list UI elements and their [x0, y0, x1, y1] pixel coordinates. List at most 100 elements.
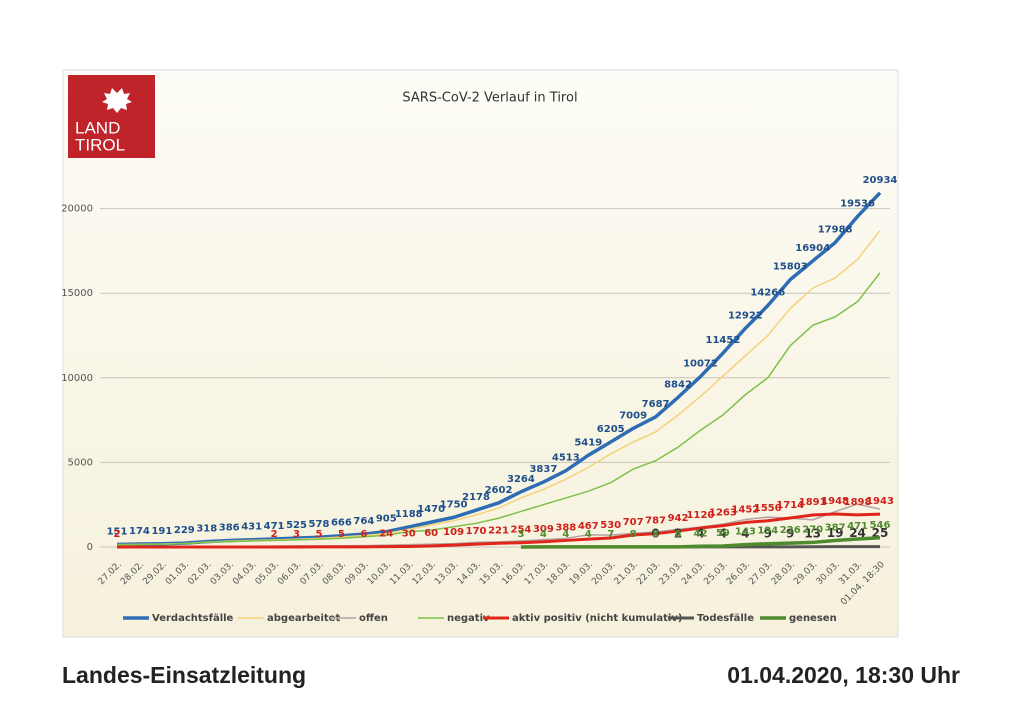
legend-label: abgearbeitet — [267, 613, 340, 624]
data-label: 3 — [293, 529, 300, 540]
data-label: 1188 — [395, 509, 423, 520]
data-label: 4 — [540, 529, 547, 540]
y-tick-label: 15000 — [61, 288, 93, 299]
data-label: 1452 — [731, 504, 759, 515]
data-label: 143 — [735, 527, 756, 538]
data-label: 151 — [107, 526, 128, 537]
data-label: 4 — [585, 529, 592, 540]
data-label: 9 — [764, 526, 772, 540]
data-label: 3837 — [529, 464, 557, 475]
data-label: 19 — [827, 526, 844, 540]
data-label: 471 — [847, 521, 868, 532]
data-label: 4 — [562, 529, 569, 540]
data-label: 17988 — [818, 225, 853, 236]
data-label: 170 — [466, 526, 487, 537]
data-label: 1263 — [709, 508, 737, 519]
data-label: 194 — [757, 526, 778, 537]
data-label: 578 — [309, 519, 330, 530]
data-label: 1714 — [776, 500, 804, 511]
data-label: 5419 — [574, 437, 602, 448]
footer-right: 01.04.2020, 18:30 Uhr — [727, 662, 960, 688]
data-label: 546 — [870, 520, 891, 531]
data-label: 59 — [716, 528, 730, 539]
data-label: 467 — [578, 521, 599, 532]
y-tick-label: 10000 — [61, 373, 93, 384]
data-label: 2 — [271, 529, 278, 540]
data-label: 5 — [338, 529, 345, 540]
data-label: 666 — [331, 518, 352, 529]
data-label: 471 — [264, 521, 285, 532]
data-label: 942 — [668, 513, 689, 524]
data-label: 19536 — [840, 198, 875, 209]
data-label: 15803 — [773, 262, 808, 273]
data-label: 4 — [719, 526, 727, 540]
y-tick-label: 0 — [87, 542, 93, 553]
data-label: 7009 — [619, 410, 647, 421]
data-label: 16904 — [795, 243, 830, 254]
data-label: 0 — [651, 527, 659, 541]
data-label: 309 — [533, 524, 554, 535]
data-label: 525 — [286, 520, 307, 531]
data-label: 20934 — [863, 175, 898, 186]
data-label: 2 — [674, 526, 682, 540]
data-label: 24 — [849, 526, 866, 540]
data-label: 109 — [443, 527, 464, 538]
data-label: 1550 — [754, 503, 782, 514]
data-label: 4 — [696, 526, 704, 540]
data-label: 8 — [652, 529, 659, 540]
data-label: 8842 — [664, 379, 692, 390]
data-label: 2 — [114, 529, 121, 540]
data-label: 24 — [379, 529, 393, 540]
legend-label: aktiv positiv (nicht kumulativ) — [512, 613, 682, 624]
data-label: 14266 — [750, 288, 785, 299]
data-label: 1948 — [821, 496, 849, 507]
data-label: 2178 — [462, 492, 490, 503]
data-label: 1750 — [440, 499, 468, 510]
data-label: 431 — [241, 522, 262, 533]
data-label: 387 — [825, 522, 846, 533]
series-line — [520, 536, 881, 549]
y-tick-label: 5000 — [68, 457, 93, 468]
footer-left: Landes-Einsatzleitung — [62, 662, 307, 688]
data-label: 4513 — [552, 453, 580, 464]
data-label: 905 — [376, 514, 397, 525]
data-label: 787 — [645, 516, 666, 527]
legend-label: offen — [359, 613, 388, 624]
data-label: 9 — [786, 526, 794, 540]
series-line — [116, 512, 881, 549]
data-label: 764 — [353, 516, 374, 527]
legend-label: Verdachtsfälle — [152, 613, 234, 624]
data-label: 5 — [315, 529, 322, 540]
data-label: 318 — [196, 524, 217, 535]
data-label: 221 — [488, 525, 509, 536]
data-label: 174 — [129, 526, 150, 537]
data-label: 1898 — [844, 497, 872, 508]
data-label: 388 — [555, 522, 576, 533]
data-label: 6 — [360, 529, 367, 540]
data-label: 270 — [802, 524, 823, 535]
data-label: 13 — [804, 526, 821, 540]
chart-title: SARS-CoV-2 Verlauf in Tirol — [402, 91, 577, 106]
logo-eagle — [102, 88, 132, 113]
data-label: 42 — [694, 528, 708, 539]
data-label: 229 — [174, 525, 195, 536]
data-label: 8 — [675, 529, 682, 540]
data-label: 10072 — [683, 359, 718, 370]
data-label: 4 — [741, 526, 749, 540]
logo-text: TIROL — [75, 135, 125, 154]
logo-text: LAND — [75, 118, 120, 137]
data-label: 7 — [607, 529, 614, 540]
data-label: 7687 — [642, 399, 670, 410]
legend-label: genesen — [789, 613, 837, 624]
data-label: 8 — [630, 529, 637, 540]
y-tick-label: 20000 — [61, 204, 93, 215]
data-label: 386 — [219, 522, 240, 533]
data-label: 11452 — [706, 335, 741, 346]
chart: LAND TIROL SARS-CoV-2 Verlauf in Tirol 0… — [61, 69, 899, 638]
chart-area — [62, 69, 899, 638]
data-label: 1120 — [687, 510, 715, 521]
data-label: 2602 — [485, 485, 513, 496]
data-label: 226 — [780, 525, 801, 536]
data-label: 6205 — [597, 424, 625, 435]
